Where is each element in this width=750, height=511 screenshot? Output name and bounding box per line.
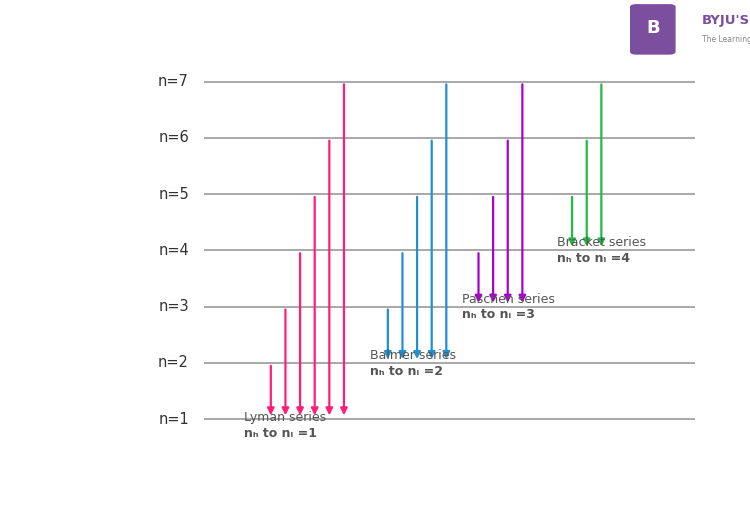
Text: Bracket series: Bracket series	[557, 236, 646, 249]
Text: n=2: n=2	[158, 356, 189, 370]
Text: Balmer series: Balmer series	[370, 349, 456, 362]
Text: BYJU'S: BYJU'S	[702, 14, 750, 27]
Text: n=3: n=3	[158, 299, 189, 314]
Text: n=4: n=4	[158, 243, 189, 258]
Text: nₕ to nₗ =4: nₕ to nₗ =4	[557, 252, 631, 265]
Text: n=1: n=1	[158, 412, 189, 427]
FancyBboxPatch shape	[630, 4, 676, 55]
Text: n=5: n=5	[158, 187, 189, 202]
Text: n=7: n=7	[158, 74, 189, 89]
Text: Paschen series: Paschen series	[462, 293, 555, 306]
Text: Lyman series: Lyman series	[244, 411, 327, 424]
Text: n=6: n=6	[158, 130, 189, 145]
Text: nₕ to nₗ =1: nₕ to nₗ =1	[244, 427, 317, 439]
Text: nₕ to nₗ =3: nₕ to nₗ =3	[462, 308, 535, 321]
Text: B: B	[646, 19, 659, 37]
Text: ELECTRON TRANSITIONS FOR THE HYDROGEN ATOM: ELECTRON TRANSITIONS FOR THE HYDROGEN AT…	[16, 20, 566, 39]
Text: The Learning App: The Learning App	[702, 35, 750, 44]
Text: nₕ to nₗ =2: nₕ to nₗ =2	[370, 364, 443, 378]
